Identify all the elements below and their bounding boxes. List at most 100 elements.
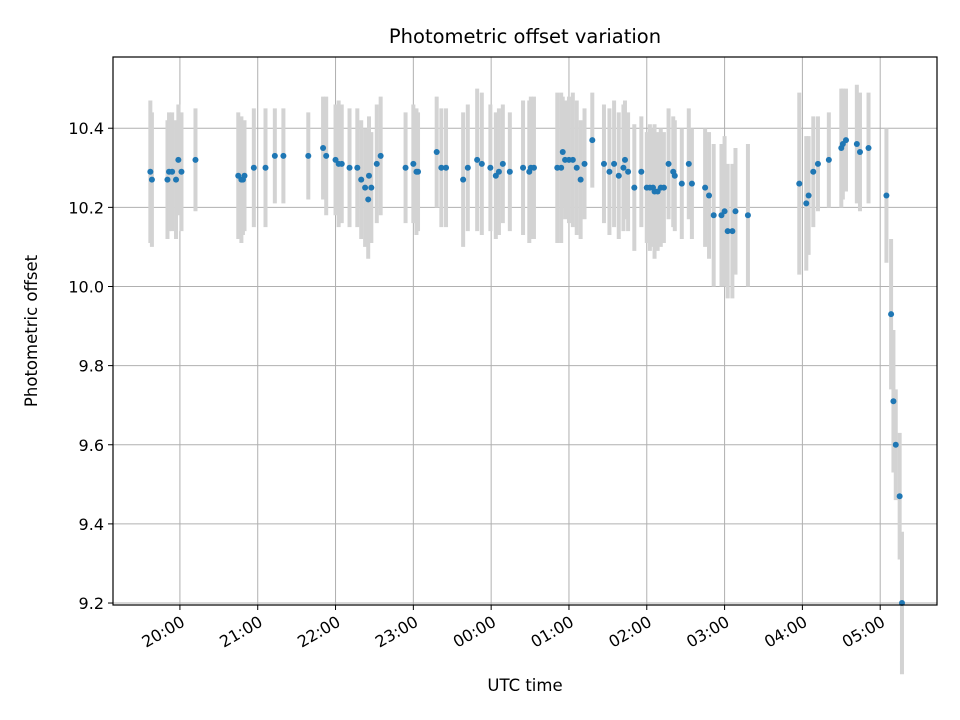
data-point (702, 184, 709, 191)
y-axis-ticks: 9.2 9.4 9.6 9.8 10.0 10.2 10.4 (68, 119, 113, 613)
data-point (346, 164, 353, 171)
data-point (506, 168, 513, 175)
data-point (814, 160, 821, 167)
data-point (338, 160, 345, 167)
data-point (323, 152, 330, 159)
chart-title: Photometric offset variation (389, 25, 661, 48)
y-tick-label: 9.2 (79, 594, 104, 613)
data-point (241, 172, 248, 179)
data-point (671, 172, 678, 179)
data-point (433, 148, 440, 155)
y-tick-label: 10.4 (68, 119, 104, 138)
data-point (688, 180, 695, 187)
x-axis-label: UTC time (487, 676, 562, 695)
data-point (615, 172, 622, 179)
data-point (732, 208, 739, 215)
data-point (589, 137, 596, 144)
data-point (250, 164, 257, 171)
data-point (377, 152, 384, 159)
data-point (410, 160, 417, 167)
data-point (721, 208, 728, 215)
data-point (883, 192, 890, 199)
data-point (358, 176, 365, 183)
data-points (147, 137, 905, 607)
data-point (620, 164, 627, 171)
data-point (665, 160, 672, 167)
data-point (365, 172, 372, 179)
data-point (373, 160, 380, 167)
data-point (724, 228, 731, 235)
data-point (362, 184, 369, 191)
data-point (577, 176, 584, 183)
data-point (865, 145, 872, 152)
data-point (744, 212, 751, 219)
data-point (660, 184, 667, 191)
data-point (685, 160, 692, 167)
data-point (530, 164, 537, 171)
data-point (368, 184, 375, 191)
data-point (573, 164, 580, 171)
data-point (148, 176, 155, 183)
data-point (520, 164, 527, 171)
data-point (803, 200, 810, 207)
data-point (706, 192, 713, 199)
data-point (600, 160, 607, 167)
data-point (678, 180, 685, 187)
data-point (173, 176, 180, 183)
data-point (192, 156, 199, 163)
data-point (474, 156, 481, 163)
y-tick-label: 9.6 (79, 436, 104, 455)
data-point (621, 156, 628, 163)
data-point (606, 168, 613, 175)
data-point (169, 168, 176, 175)
data-point (896, 493, 903, 500)
data-point (460, 176, 467, 183)
data-point (164, 176, 171, 183)
data-point (890, 398, 897, 405)
data-point (402, 164, 409, 171)
data-point (178, 168, 185, 175)
data-point (631, 184, 638, 191)
data-point (443, 164, 450, 171)
data-point (796, 180, 803, 187)
data-point (464, 164, 471, 171)
data-point (611, 160, 618, 167)
data-point (569, 156, 576, 163)
data-point (805, 192, 812, 199)
data-point (262, 164, 269, 171)
data-point (825, 156, 832, 163)
data-point (438, 164, 445, 171)
data-point (581, 160, 588, 167)
data-point (147, 168, 154, 175)
data-point (478, 160, 485, 167)
data-point (638, 168, 645, 175)
data-point (365, 196, 372, 203)
data-point (305, 152, 312, 159)
data-point (175, 156, 182, 163)
data-point (810, 168, 817, 175)
data-point (853, 141, 860, 148)
plot-frame (112, 56, 938, 606)
y-tick-label: 9.8 (79, 357, 104, 376)
data-point (559, 148, 566, 155)
data-point (558, 164, 565, 171)
data-point (729, 228, 736, 235)
data-point (320, 145, 327, 152)
data-point (888, 311, 895, 318)
data-point (892, 441, 899, 448)
data-point (499, 160, 506, 167)
y-axis-label: Photometric offset (22, 254, 41, 407)
data-point (354, 164, 361, 171)
data-point (415, 168, 422, 175)
data-point (271, 152, 278, 159)
data-point (856, 148, 863, 155)
data-point (495, 168, 502, 175)
data-point (842, 137, 849, 144)
y-tick-label: 9.4 (79, 515, 104, 534)
data-point (625, 168, 632, 175)
data-point (280, 152, 287, 159)
y-tick-label: 10.2 (68, 198, 104, 217)
y-tick-label: 10.0 (68, 277, 104, 296)
data-point (710, 212, 717, 219)
